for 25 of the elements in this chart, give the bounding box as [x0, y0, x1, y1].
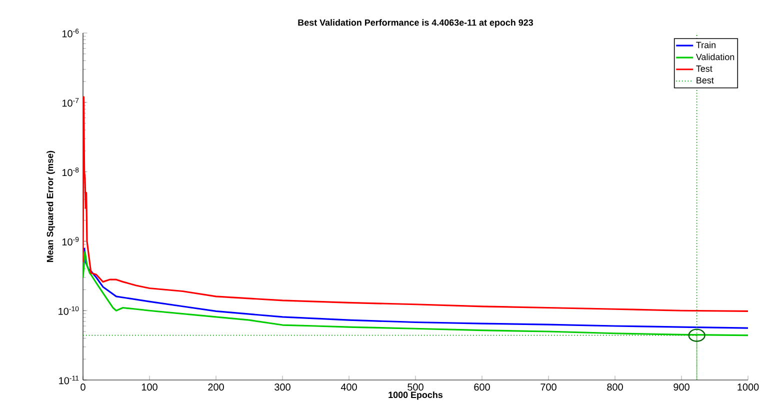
y-tick-label: 10$^{-7}$ [62, 98, 79, 107]
x-tick-label: 600 [474, 384, 490, 391]
y-tick-label: 10$^{-8}$ [62, 168, 79, 176]
x-tick-label: 500 [408, 384, 424, 391]
x-tick-label: 900 [674, 384, 690, 391]
x-tick-label: 700 [540, 384, 556, 391]
x-tick-label: 300 [274, 384, 290, 391]
x-tick-label: 1000 [738, 384, 759, 391]
legend-label: Validation [696, 54, 734, 60]
y-tick-label: 10$^{-10}$ [58, 306, 79, 315]
x-tick-label: 0 [80, 384, 86, 391]
x-tick-label: 400 [340, 384, 357, 391]
y-axis-title: Mean Squared Error (mse) [46, 150, 55, 262]
x-tick-label: 100 [142, 384, 158, 391]
legend-label: Train [696, 42, 716, 48]
legend-label: Test [696, 66, 712, 72]
y-tick-label: 10$^{-11}$ [59, 376, 79, 384]
y-tick-label: 10$^{-6}$ [62, 28, 79, 38]
line-series [83, 96, 748, 312]
x-tick-label: 200 [208, 384, 224, 391]
legend-label: Best [696, 77, 714, 84]
chart-title: Best Validation Performance is 4.4063e-11 at epoch 923 [298, 19, 534, 28]
x-axis-title: 1000 Epochs [388, 391, 443, 400]
y-tick-label: 10$^{-9}$ [62, 236, 79, 246]
x-tick-label: 800 [607, 384, 623, 391]
